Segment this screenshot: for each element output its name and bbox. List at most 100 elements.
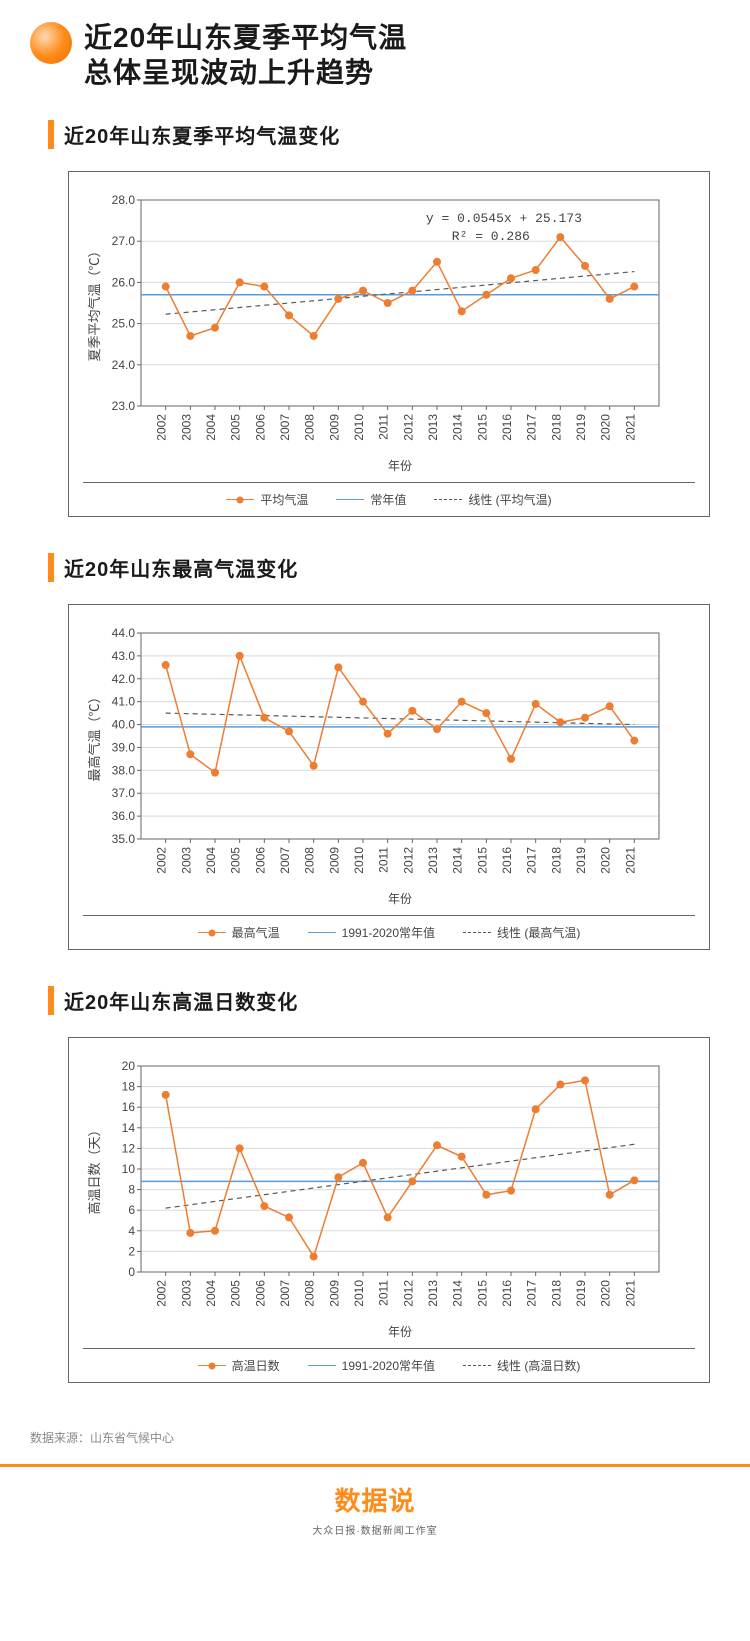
section-max-temp: 近20年山东最高气温变化 35.036.037.038.039.040.041.… xyxy=(30,553,720,950)
svg-text:2005: 2005 xyxy=(229,1280,243,1307)
svg-text:2009: 2009 xyxy=(327,847,341,874)
svg-text:2020: 2020 xyxy=(599,414,613,441)
chart-box-2: 35.036.037.038.039.040.041.042.043.044.0… xyxy=(68,604,710,950)
legend-item-normal: 1991-2020常年值 xyxy=(308,924,435,941)
svg-text:2002: 2002 xyxy=(155,847,169,874)
svg-text:2014: 2014 xyxy=(451,847,465,874)
svg-text:2011: 2011 xyxy=(377,1280,391,1306)
legend-label: 高温日数 xyxy=(232,1357,280,1374)
svg-text:2007: 2007 xyxy=(278,847,292,874)
svg-text:2009: 2009 xyxy=(327,1280,341,1307)
svg-text:R² = 0.286: R² = 0.286 xyxy=(452,229,530,244)
legend-item-normal: 常年值 xyxy=(336,491,406,508)
svg-text:28.0: 28.0 xyxy=(112,193,136,207)
svg-text:2010: 2010 xyxy=(352,847,366,874)
legend-label: 常年值 xyxy=(370,491,406,508)
svg-text:2021: 2021 xyxy=(623,414,637,441)
svg-text:2012: 2012 xyxy=(401,1280,415,1307)
legend-2: 最高气温 1991-2020常年值 线性 (最高气温) xyxy=(83,915,695,941)
svg-text:10: 10 xyxy=(122,1162,136,1176)
svg-text:2011: 2011 xyxy=(377,847,391,873)
svg-text:2017: 2017 xyxy=(525,414,539,441)
svg-text:2015: 2015 xyxy=(475,847,489,874)
svg-text:2006: 2006 xyxy=(253,847,267,874)
svg-text:18: 18 xyxy=(122,1080,136,1094)
svg-text:0: 0 xyxy=(128,1265,135,1279)
legend-label: 最高气温 xyxy=(232,924,280,941)
svg-text:2016: 2016 xyxy=(500,1280,514,1307)
svg-text:2020: 2020 xyxy=(599,1280,613,1307)
svg-text:2013: 2013 xyxy=(426,1280,440,1307)
svg-text:6: 6 xyxy=(128,1203,135,1217)
svg-text:37.0: 37.0 xyxy=(112,786,136,800)
svg-text:2011: 2011 xyxy=(377,414,391,440)
svg-text:23.0: 23.0 xyxy=(112,399,136,413)
svg-text:27.0: 27.0 xyxy=(112,234,136,248)
section-hot-days: 近20年山东高温日数变化 024681012141618202002200320… xyxy=(30,986,720,1383)
svg-text:2005: 2005 xyxy=(229,847,243,874)
svg-text:2021: 2021 xyxy=(623,847,637,874)
legend-label: 1991-2020常年值 xyxy=(342,924,435,941)
svg-text:43.0: 43.0 xyxy=(112,649,136,663)
legend-label: 平均气温 xyxy=(260,491,308,508)
svg-text:41.0: 41.0 xyxy=(112,695,136,709)
svg-text:20: 20 xyxy=(122,1059,136,1073)
svg-text:2008: 2008 xyxy=(303,847,317,874)
svg-text:2018: 2018 xyxy=(549,1280,563,1307)
svg-text:2019: 2019 xyxy=(574,847,588,874)
legend-item-series: 平均气温 xyxy=(226,491,308,508)
svg-text:2010: 2010 xyxy=(352,1280,366,1307)
main-title: 近20年山东夏季平均气温 总体呈现波动上升趋势 xyxy=(84,20,407,90)
svg-text:2018: 2018 xyxy=(549,847,563,874)
svg-text:25.0: 25.0 xyxy=(112,317,136,331)
section-title-3: 近20年山东高温日数变化 xyxy=(48,986,720,1015)
main-title-line1: 近20年山东夏季平均气温 xyxy=(84,20,407,55)
svg-text:40.0: 40.0 xyxy=(112,718,136,732)
svg-text:最高气温（℃）: 最高气温（℃） xyxy=(87,690,102,781)
footer: 数据说 大众日报·数据新闻工作室 xyxy=(0,1464,750,1559)
svg-text:年份: 年份 xyxy=(388,1325,412,1339)
svg-text:36.0: 36.0 xyxy=(112,809,136,823)
legend-item-normal: 1991-2020常年值 xyxy=(308,1357,435,1374)
legend-label: 线性 (平均气温) xyxy=(468,491,551,508)
section-avg-temp: 近20年山东夏季平均气温变化 23.024.025.026.027.028.02… xyxy=(30,120,720,517)
chart-plot-2: 35.036.037.038.039.040.041.042.043.044.0… xyxy=(83,619,695,909)
legend-3: 高温日数 1991-2020常年值 线性 (高温日数) xyxy=(83,1348,695,1374)
svg-text:2008: 2008 xyxy=(303,414,317,441)
svg-text:2016: 2016 xyxy=(500,847,514,874)
svg-text:2015: 2015 xyxy=(475,1280,489,1307)
svg-text:2012: 2012 xyxy=(401,414,415,441)
svg-text:2009: 2009 xyxy=(327,414,341,441)
svg-text:2004: 2004 xyxy=(204,1280,218,1307)
svg-text:2: 2 xyxy=(128,1244,135,1258)
source-note: 数据来源：山东省气候中心 xyxy=(0,1419,750,1464)
svg-text:夏季平均气温（℃）: 夏季平均气温（℃） xyxy=(87,244,102,361)
svg-text:2018: 2018 xyxy=(549,414,563,441)
section-title-2: 近20年山东最高气温变化 xyxy=(48,553,720,582)
svg-text:2020: 2020 xyxy=(599,847,613,874)
main-title-line2: 总体呈现波动上升趋势 xyxy=(84,55,407,90)
svg-text:2016: 2016 xyxy=(500,414,514,441)
svg-text:2008: 2008 xyxy=(303,1280,317,1307)
svg-text:年份: 年份 xyxy=(388,459,412,473)
svg-text:2013: 2013 xyxy=(426,414,440,441)
svg-text:8: 8 xyxy=(128,1183,135,1197)
svg-text:44.0: 44.0 xyxy=(112,626,136,640)
svg-text:2003: 2003 xyxy=(179,847,193,874)
svg-text:2019: 2019 xyxy=(574,1280,588,1307)
svg-text:2006: 2006 xyxy=(253,1280,267,1307)
svg-text:16: 16 xyxy=(122,1100,136,1114)
svg-text:2005: 2005 xyxy=(229,414,243,441)
section-title-1: 近20年山东夏季平均气温变化 xyxy=(48,120,720,149)
svg-text:2015: 2015 xyxy=(475,414,489,441)
svg-text:y = 0.0545x + 25.173: y = 0.0545x + 25.173 xyxy=(426,211,582,226)
legend-label: 线性 (高温日数) xyxy=(497,1357,580,1374)
svg-text:2012: 2012 xyxy=(401,847,415,874)
svg-text:14: 14 xyxy=(122,1121,136,1135)
orange-orb-icon xyxy=(30,22,72,64)
svg-text:38.0: 38.0 xyxy=(112,763,136,777)
svg-text:2013: 2013 xyxy=(426,847,440,874)
svg-text:2017: 2017 xyxy=(525,1280,539,1307)
legend-item-series: 最高气温 xyxy=(198,924,280,941)
svg-text:2017: 2017 xyxy=(525,847,539,874)
